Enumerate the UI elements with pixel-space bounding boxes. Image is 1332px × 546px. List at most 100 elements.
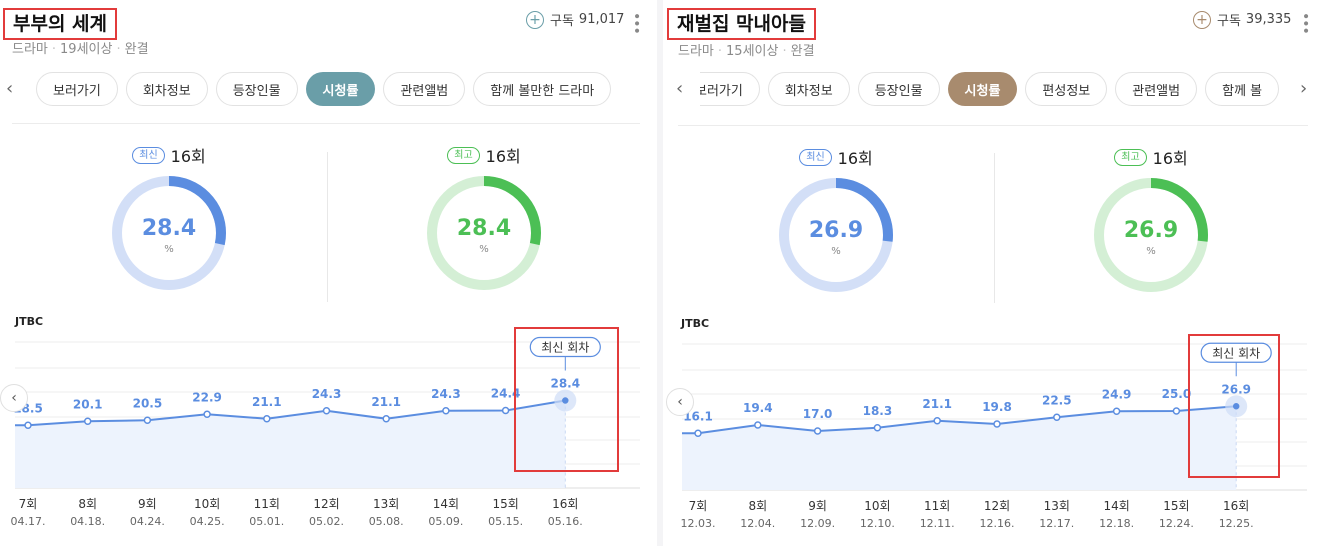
drama-title[interactable]: 재벌집 막내아들: [667, 8, 816, 40]
x-tick-date: 04.18.: [70, 515, 105, 528]
x-tick-date: 12.04.: [740, 517, 775, 530]
latest-rating-gauge: 최신 16회 26.9 %: [736, 145, 936, 295]
data-label: 21.1: [252, 395, 282, 409]
chevron-right-icon[interactable]: ›: [1300, 78, 1308, 99]
x-tick-date: 04.25.: [190, 515, 225, 528]
ratings-line-chart: 18.57회04.17.20.18회04.18.20.59회04.24.22.9…: [11, 336, 640, 528]
data-point: [562, 397, 569, 404]
x-tick-date: 12.24.: [1159, 517, 1194, 530]
meta-status: 완결: [790, 44, 815, 59]
plus-icon: +: [1193, 10, 1211, 29]
subscribe-button[interactable]: + 구독 91,017: [526, 10, 624, 29]
x-tick-episode: 11회: [924, 499, 950, 513]
tab-watch[interactable]: 보러가기: [36, 72, 118, 106]
data-point: [322, 407, 331, 415]
chart-prev-button[interactable]: ‹: [0, 384, 28, 412]
data-label: 24.9: [1102, 387, 1132, 401]
data-label: 28.4: [550, 377, 580, 391]
x-tick-date: 05.01.: [249, 515, 284, 528]
chevron-left-icon[interactable]: ‹: [676, 78, 684, 99]
data-label: 19.8: [982, 400, 1012, 414]
x-tick-date: 05.15.: [488, 515, 523, 528]
best-episode: 16회: [485, 147, 521, 166]
drama-meta: 드라마 · 19세이상 · 완결: [12, 42, 149, 57]
x-tick-episode: 7회: [689, 499, 708, 513]
data-label: 21.1: [371, 395, 401, 409]
data-point: [24, 421, 32, 429]
x-tick-episode: 14회: [1103, 499, 1129, 513]
data-point: [813, 427, 822, 435]
chevron-left-icon[interactable]: ‹: [6, 78, 14, 99]
data-point: [83, 417, 92, 425]
divider-line: [12, 123, 640, 124]
ratings-line-chart: 16.1 7회 12.03. 19.4 8회 12.04. 17.0 9회 12.09. 18.3…: [681, 342, 1307, 530]
subscribe-count: 91,017: [578, 12, 625, 27]
tab-bar: 보러가기 회차정보 등장인물 시청률 편성정보 관련앨범 함께 볼: [700, 71, 1298, 107]
data-point: [382, 415, 390, 423]
latest-tag-box: [529, 336, 601, 358]
tab-recommended[interactable]: 함께 볼만한 드라마: [473, 72, 612, 106]
latest-donut-arc: [112, 176, 226, 290]
subscribe-button[interactable]: + 구독 39,335: [1193, 10, 1291, 29]
chart-prev-button[interactable]: ‹: [666, 388, 694, 416]
tab-ratings[interactable]: 시청률: [305, 72, 376, 106]
tab-ratings[interactable]: 시청률: [947, 72, 1018, 106]
best-donut: 28.4 %: [427, 176, 541, 290]
x-tick-date: 12.11.: [920, 517, 955, 530]
x-tick-episode: 15회: [492, 497, 518, 511]
tab-bar: 보러가기 회차정보 등장인물 시청률 관련앨범 함께 볼만한 드라마: [36, 71, 646, 107]
best-rating-gauge: 최고 16회 26.9 %: [1051, 145, 1251, 295]
data-point: [1112, 407, 1121, 415]
data-point: [1053, 413, 1061, 421]
latest-badge: 최신: [132, 146, 165, 164]
meta-status: 완결: [124, 42, 149, 57]
x-tick-date: 12.18.: [1099, 517, 1134, 530]
tab-cast[interactable]: 등장인물: [215, 72, 298, 106]
latest-tag-label: 최신 회차: [1212, 346, 1260, 360]
more-options-icon[interactable]: •••: [628, 12, 644, 34]
data-label: 20.1: [73, 397, 103, 411]
data-label: 20.5: [133, 396, 163, 410]
x-tick-date: 12.03.: [681, 517, 716, 530]
latest-tag-box: [1200, 342, 1272, 363]
x-tick-episode: 11회: [254, 497, 280, 511]
data-label: 25.0: [1162, 387, 1192, 401]
x-tick-episode: 12회: [313, 497, 339, 511]
x-tick-date: 05.02.: [309, 515, 344, 528]
x-tick-date: 04.17.: [11, 515, 46, 528]
tab-albums[interactable]: 관련앨범: [1115, 72, 1198, 106]
more-options-icon[interactable]: •••: [1297, 12, 1313, 34]
data-label: 17.0: [803, 407, 833, 421]
best-donut-arc: [1094, 178, 1208, 292]
data-label: 19.4: [743, 401, 773, 415]
tab-albums[interactable]: 관련앨범: [383, 72, 466, 106]
tab-schedule[interactable]: 편성정보: [1025, 72, 1108, 106]
tab-watch[interactable]: 보러가기: [700, 72, 760, 106]
tab-recommended[interactable]: 함께 볼: [1205, 72, 1280, 106]
x-tick-episode: 15회: [1163, 499, 1189, 513]
x-tick-date: 12.16.: [980, 517, 1015, 530]
tab-episodes[interactable]: 회차정보: [125, 72, 208, 106]
x-tick-date: 05.16.: [548, 515, 583, 528]
data-label: 16.1: [683, 409, 713, 423]
data-point: [1172, 407, 1181, 415]
x-tick-date: 12.10.: [860, 517, 895, 530]
latest-donut: 26.9 %: [779, 178, 893, 292]
x-tick-date: 12.25.: [1219, 517, 1254, 530]
x-tick-episode: 12회: [984, 499, 1010, 513]
drama-card-left: 부부의 세계 드라마 · 19세이상 · 완결 + 구독 91,017 ••• ‹ 보러…: [0, 0, 655, 546]
x-tick-episode: 7회: [19, 497, 38, 511]
data-label: 26.9: [1221, 382, 1251, 396]
tab-cast[interactable]: 등장인물: [857, 72, 940, 106]
meta-rating: 15세이상: [726, 44, 779, 59]
data-point: [143, 416, 152, 424]
x-tick-episode: 16회: [552, 497, 578, 511]
tab-episodes[interactable]: 회차정보: [767, 72, 850, 106]
data-point: [694, 429, 702, 437]
drama-title[interactable]: 부부의 세계: [3, 8, 118, 40]
network-label: JTBC: [15, 315, 44, 328]
divider-line: [678, 125, 1308, 126]
data-point: [203, 410, 211, 418]
data-label: 18.3: [863, 404, 893, 418]
x-tick-date: 05.08.: [369, 515, 404, 528]
